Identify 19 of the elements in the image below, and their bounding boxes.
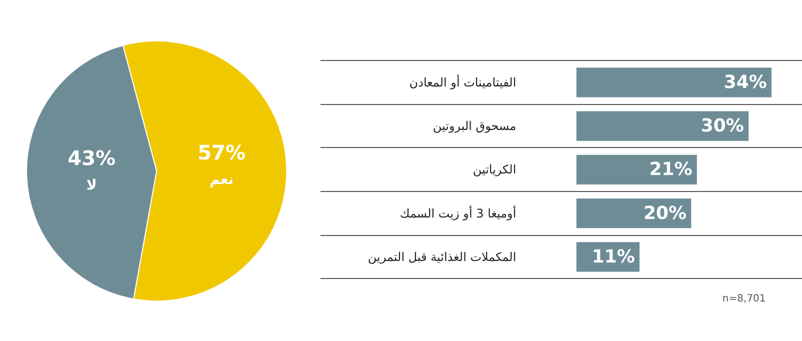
- y-tick-label: المكملات الغذائية قبل التمرين: [368, 250, 516, 264]
- slice-label: لا: [86, 178, 97, 194]
- slice-label: نعم: [210, 172, 234, 188]
- data-label: 57%: [198, 140, 246, 164]
- y-tick-label: مسحوق البروتين: [432, 119, 516, 134]
- y-tick-label: الكرياتين: [472, 162, 516, 177]
- bar: [576, 154, 697, 185]
- bar: [576, 68, 772, 98]
- bar: [576, 198, 692, 228]
- y-tick-label: الفيتامينات أو المعادن: [409, 74, 516, 90]
- data-label: 34%: [724, 72, 767, 93]
- data-label: 21%: [649, 159, 692, 180]
- y-tick-label: أوميغا 3 أو زيت السمك: [400, 205, 516, 220]
- data-label: 43%: [68, 146, 116, 170]
- text: n=8,701: [722, 293, 766, 304]
- data-label: 11%: [592, 246, 635, 268]
- data-label: 30%: [700, 116, 744, 137]
- bar: [576, 111, 749, 141]
- data-label: 20%: [644, 202, 687, 224]
